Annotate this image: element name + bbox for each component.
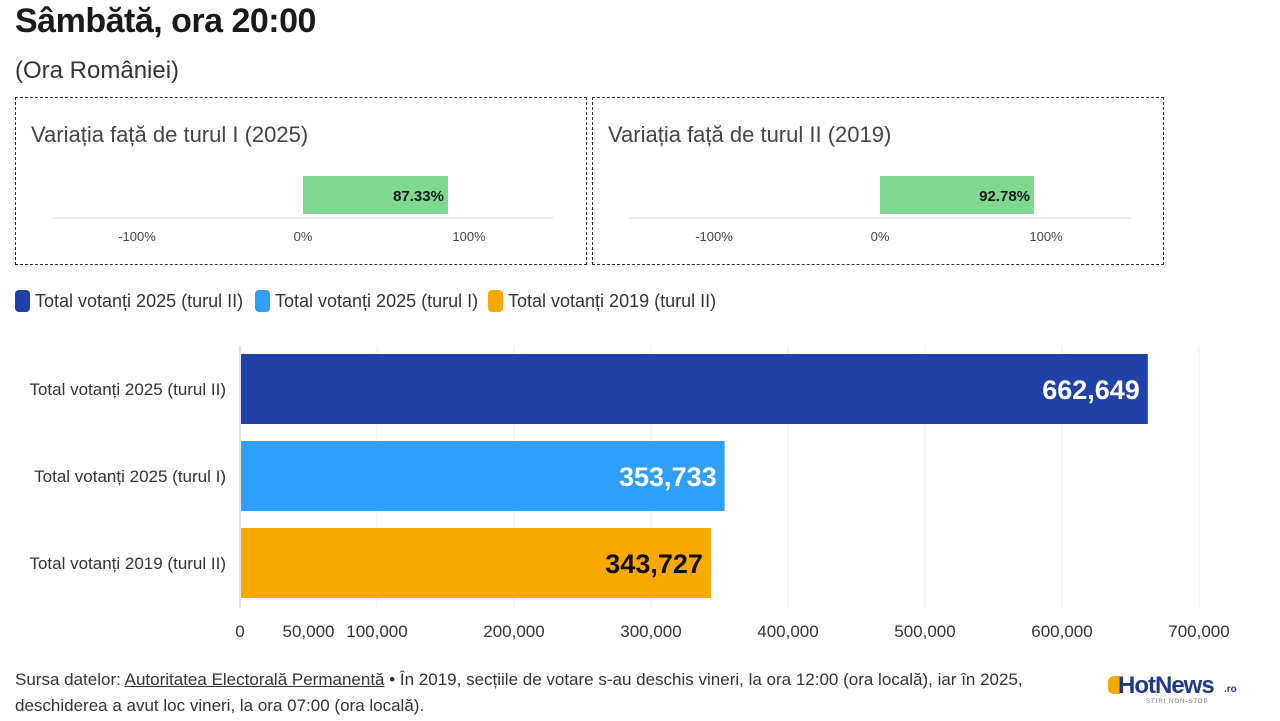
legend-label: Total votanți 2025 (turul I) [275,290,479,311]
variation-box-title: Variația față de turul I (2025) [31,122,309,147]
x-tick-label: 700,000 [1168,622,1229,641]
data-label: 353,733 [619,462,717,492]
data-label: 662,649 [1042,375,1140,405]
legend-label: Total votanți 2025 (turul II) [35,290,244,311]
logo-suffix: .ro [1224,684,1237,695]
category-label: Total votanți 2019 (turul II) [29,554,226,573]
variation-tick-label: -100% [118,229,156,244]
x-tick-label: 300,000 [620,622,681,641]
variation-box-title: Variația față de turul II (2019) [608,122,892,147]
source-prefix: Sursa datelor: [15,670,125,689]
x-tick-label: 50,000 [283,622,335,641]
bar [241,354,1148,424]
category-label: Total votanți 2025 (turul II) [29,380,226,399]
legend-item[interactable]: Total votanți 2025 (turul I) [255,290,478,312]
legend-swatch [255,290,270,312]
category-label: Total votanți 2025 (turul I) [34,467,226,486]
page-subtitle: (Ora României) [15,57,180,84]
x-tick-label: 0 [235,622,244,641]
variation-tick-label: 0% [294,229,313,244]
variation-tick-label: 100% [1029,229,1063,244]
data-label: 343,727 [605,549,703,579]
variation-value-label: 92.78% [979,188,1030,205]
variation-tick-label: -100% [695,229,733,244]
logo-mark-icon [1108,676,1120,694]
legend-swatch [15,290,30,312]
bar [241,441,725,511]
legend-item[interactable]: Total votanți 2025 (turul II) [15,290,243,312]
variation-chart: 92.78% -100% 0% 100% [629,176,1131,244]
variation-tick-label: 100% [452,229,486,244]
page-title: Sâmbătă, ora 20:00 [15,2,316,40]
footer-note: Sursa datelor: Autoritatea Electorală Pe… [15,667,1085,719]
x-tick-label: 100,000 [346,622,407,641]
x-tick-label: 400,000 [757,622,818,641]
variation-chart: 87.33% -100% 0% 100% [52,176,554,244]
variation-tick-label: 0% [871,229,890,244]
variation-bar [303,176,448,214]
x-tick-label: 600,000 [1031,622,1092,641]
variation-box-round-1: Variația față de turul I (2025) 87.33% -1… [15,97,587,265]
variation-box-round-2-2019: Variația față de turul II (2019) 92.78% -… [592,97,1164,265]
legend-label: Total votanți 2019 (turul II) [508,290,717,311]
legend-item[interactable]: Total votanți 2019 (turul II) [488,290,716,312]
variation-value-label: 87.33% [393,188,444,205]
x-tick-label: 200,000 [483,622,544,641]
x-tick-label: 500,000 [894,622,955,641]
hotnews-logo[interactable]: HotNews .ro STIRI NON-STOP [1108,672,1238,708]
footer-text: • În 2019, secțiile de votare s-au desch… [15,670,1023,715]
bar-chart: Total votanți 2025 (turul II) 662,649 Tota… [29,346,1230,641]
logo-tagline: STIRI NON-STOP [1146,699,1209,705]
logo-name: HotNews [1118,672,1215,699]
legend-swatch [488,290,503,312]
bar [241,528,711,598]
variation-bar [880,176,1035,214]
source-link[interactable]: Autoritatea Electorală Permanentă [124,670,385,689]
